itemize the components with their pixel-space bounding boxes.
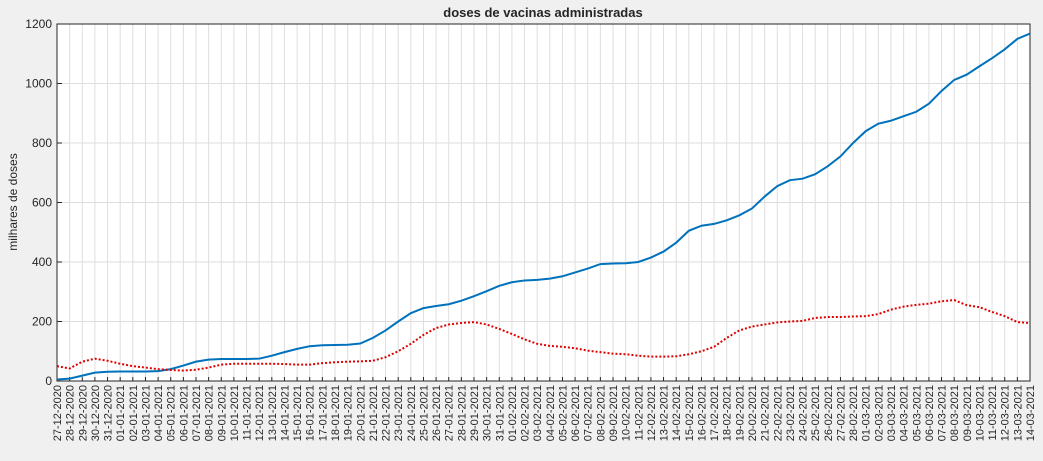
y-tick-label: 200 — [32, 315, 52, 329]
x-tick-label: 04-02-2021 — [545, 385, 557, 441]
chart-title: doses de vacinas administradas — [443, 5, 642, 20]
x-tick-label: 06-01-2021 — [178, 385, 190, 441]
x-tick-label: 13-01-2021 — [267, 385, 279, 441]
x-tick-label: 01-02-2021 — [507, 385, 519, 441]
y-tick-label: 800 — [32, 136, 52, 150]
x-tick-label: 12-03-2021 — [1000, 385, 1012, 441]
x-tick-label: 16-01-2021 — [305, 385, 317, 441]
x-tick-label: 11-03-2021 — [987, 385, 999, 440]
x-tick-label: 26-01-2021 — [431, 385, 443, 441]
x-tick-label: 27-01-2021 — [444, 385, 456, 441]
x-tick-label: 02-02-2021 — [520, 385, 532, 441]
x-tick-label: 17-01-2021 — [317, 385, 329, 441]
x-tick-label: 10-01-2021 — [229, 385, 241, 441]
x-tick-label: 22-01-2021 — [381, 385, 393, 441]
x-tick-label: 03-01-2021 — [140, 385, 152, 441]
x-tick-label: 08-01-2021 — [204, 385, 216, 441]
x-tick-label: 11-02-2021 — [633, 385, 645, 440]
x-tick-label: 07-02-2021 — [583, 385, 595, 441]
x-tick-label: 27-12-2020 — [52, 385, 64, 441]
x-tick-label: 03-02-2021 — [532, 385, 544, 441]
x-tick-label: 15-01-2021 — [292, 385, 304, 441]
x-tick-label: 09-03-2021 — [962, 385, 974, 441]
y-tick-label: 1000 — [25, 77, 52, 91]
x-tick-label: 27-02-2021 — [835, 385, 847, 441]
x-tick-label: 26-02-2021 — [823, 385, 835, 441]
x-tick-label: 05-02-2021 — [557, 385, 569, 441]
x-tick-label: 18-01-2021 — [330, 385, 342, 441]
x-tick-label: 21-02-2021 — [760, 385, 772, 441]
x-tick-label: 16-02-2021 — [696, 385, 708, 441]
x-tick-label: 13-03-2021 — [1012, 385, 1024, 441]
x-tick-label: 31-01-2021 — [494, 385, 506, 441]
x-tick-label: 14-03-2021 — [1025, 385, 1037, 441]
x-tick-label: 17-02-2021 — [709, 385, 721, 441]
x-tick-label: 04-03-2021 — [899, 385, 911, 441]
x-tick-label: 09-02-2021 — [608, 385, 620, 441]
x-tick-label: 31-12-2020 — [103, 385, 115, 441]
x-tick-label: 10-02-2021 — [621, 385, 633, 441]
axes-box — [56, 23, 1031, 382]
x-tick-label: 30-01-2021 — [482, 385, 494, 441]
x-tick-label: 23-01-2021 — [393, 385, 405, 441]
x-tick-label: 25-02-2021 — [810, 385, 822, 441]
x-tick-label: 01-03-2021 — [861, 385, 873, 441]
x-tick-label: 23-02-2021 — [785, 385, 797, 441]
x-tick-label: 03-03-2021 — [886, 385, 898, 441]
x-tick-label: 18-02-2021 — [722, 385, 734, 441]
x-tick-label: 06-03-2021 — [924, 385, 936, 441]
x-tick-label: 07-03-2021 — [937, 385, 949, 441]
y-tick-label: 1200 — [25, 17, 52, 31]
x-tick-label: 30-12-2020 — [90, 385, 102, 441]
x-tick-label: 09-01-2021 — [216, 385, 228, 441]
x-tick-label: 14-01-2021 — [279, 385, 291, 441]
y-tick-label: 400 — [32, 255, 52, 269]
x-tick-label: 28-02-2021 — [848, 385, 860, 441]
x-tick-label: 06-02-2021 — [570, 385, 582, 441]
x-tick-label: 29-12-2020 — [77, 385, 89, 441]
x-tick-label: 19-02-2021 — [734, 385, 746, 441]
x-tick-label: 08-02-2021 — [595, 385, 607, 441]
x-tick-label: 25-01-2021 — [418, 385, 430, 441]
x-tick-label: 28-12-2020 — [65, 385, 77, 441]
x-tick-label: 13-02-2021 — [659, 385, 671, 441]
x-tick-label: 19-01-2021 — [343, 385, 355, 441]
x-tick-label: 12-01-2021 — [254, 385, 266, 441]
x-tick-label: 01-01-2021 — [115, 385, 127, 441]
x-tick-label: 28-01-2021 — [456, 385, 468, 441]
x-tick-label: 24-01-2021 — [406, 385, 418, 441]
x-tick-label: 10-03-2021 — [974, 385, 986, 441]
x-tick-label: 29-01-2021 — [469, 385, 481, 441]
x-tick-label: 02-03-2021 — [873, 385, 885, 441]
x-tick-label: 07-01-2021 — [191, 385, 203, 441]
y-tick-label: 0 — [45, 374, 52, 388]
line-series — [56, 299, 1031, 372]
x-tick-label: 21-01-2021 — [368, 385, 380, 441]
x-tick-label: 05-01-2021 — [166, 385, 178, 441]
x-tick-label: 24-02-2021 — [798, 385, 810, 441]
y-tick-label: 600 — [32, 196, 52, 210]
x-tick-label: 15-02-2021 — [684, 385, 696, 441]
x-tick-label: 12-02-2021 — [646, 385, 658, 441]
x-tick-label: 02-01-2021 — [128, 385, 140, 441]
x-tick-label: 20-02-2021 — [747, 385, 759, 441]
x-tick-label: 05-03-2021 — [911, 385, 923, 441]
x-tick-label: 04-01-2021 — [153, 385, 165, 441]
line-series — [56, 32, 1031, 381]
x-tick-label: 20-01-2021 — [355, 385, 367, 441]
x-tick-label: 08-03-2021 — [949, 385, 961, 441]
y-axis-label: milhares de doses — [6, 153, 20, 250]
x-tick-label: 11-01-2021 — [242, 385, 254, 440]
x-tick-label: 22-02-2021 — [772, 385, 784, 441]
x-tick-label: 14-02-2021 — [671, 385, 683, 441]
